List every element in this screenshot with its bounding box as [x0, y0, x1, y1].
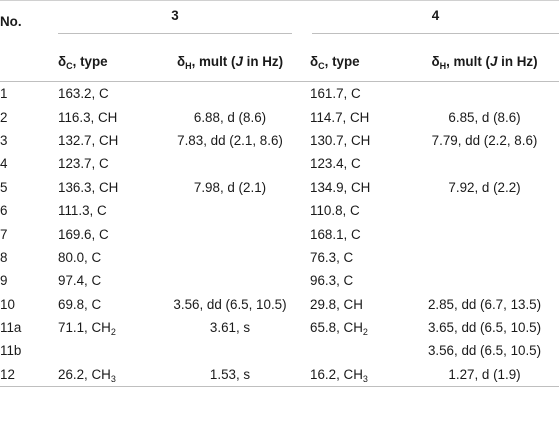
header-row-compounds: No. 3 4 [0, 0, 559, 42]
cell-dh-3: 7.83, dd (2.1, 8.6) [177, 132, 283, 148]
cell-position: 1 [0, 86, 8, 102]
cell-dc-3: 169.6, C [58, 226, 109, 242]
table-body: 1 163.2, C 161.7, C 2 116.3, CH 6.88, d (8.6)… [0, 82, 559, 387]
cell-dh-3 [150, 152, 310, 175]
cell-dc-4: 65.8, CH2 [310, 320, 368, 338]
header-empty [0, 41, 58, 82]
cell-dc-3: 132.7, CH [58, 132, 119, 148]
cell-dc-4: 29.8, CH [310, 296, 363, 312]
cell-dh-4 [410, 82, 559, 106]
cell-dc-4: 76.3, C [310, 249, 354, 265]
cell-dc-3: 26.2, CH3 [58, 366, 116, 384]
cell-dh-4 [410, 222, 559, 245]
cell-position: 11b [0, 343, 22, 359]
cell-dh-3: 3.61, s [209, 320, 251, 336]
header-dh-4: δH, mult (J in Hz) [431, 53, 538, 71]
cell-dh-4: 1.27, d (1.9) [448, 366, 521, 382]
header-no: No. [0, 13, 22, 29]
cell-dc-4: 110.8, C [310, 203, 360, 219]
cell-position: 3 [0, 132, 8, 148]
compound-3-label: 3 [171, 8, 179, 23]
cell-dc-4: 16.2, CH3 [310, 366, 368, 384]
cell-dc-3: 80.0, C [58, 249, 102, 265]
cell-dh-3 [150, 269, 310, 292]
table-row: 8 80.0, C 76.3, C [0, 246, 559, 269]
table-row: 6 111.3, C 110.8, C [0, 199, 559, 222]
cell-dh-4 [410, 246, 559, 269]
cell-dh-4: 7.79, dd (2.2, 8.6) [431, 132, 538, 148]
compound-4-label: 4 [431, 8, 440, 23]
header-compound-4: 4 [310, 1, 559, 42]
table-row: 11b 3.56, dd (6.5, 10.5) [0, 339, 559, 362]
cell-dc-3: 97.4, C [58, 273, 102, 289]
cell-position: 7 [0, 226, 8, 242]
cell-dc-3: 123.7, C [58, 156, 109, 172]
cell-dc-4: 130.7, CH [310, 132, 371, 148]
header-dh-3: δH, mult (J in Hz) [176, 53, 284, 71]
table-row: 4 123.7, C 123.4, C [0, 152, 559, 175]
table-row: 11a 71.1, CH2 3.61, s 65.8, CH2 3.65, dd (6.… [0, 316, 559, 339]
cell-dh-3: 6.88, d (8.6) [193, 109, 267, 125]
cell-dh-4 [410, 269, 559, 292]
cell-position: 6 [0, 203, 8, 219]
header-dc-4: δC, type [310, 53, 360, 71]
cell-dh-3 [150, 82, 310, 106]
cell-dc-3 [58, 339, 150, 362]
cell-dh-3 [150, 339, 310, 362]
table-row: 3 132.7, CH 7.83, dd (2.1, 8.6) 130.7, CH 7.… [0, 129, 559, 152]
cell-position: 12 [0, 366, 15, 382]
cell-dc-4 [310, 339, 410, 362]
table-row: 9 97.4, C 96.3, C [0, 269, 559, 292]
cell-position: 2 [0, 109, 8, 125]
nmr-data-table: No. 3 4 δC, type δH, mult (J in Hz) δC, … [0, 0, 559, 387]
table-row: 10 69.8, C 3.56, dd (6.5, 10.5) 29.8, CH 2.8… [0, 293, 559, 316]
cell-dh-4: 6.85, d (8.6) [448, 109, 521, 125]
cell-dc-4: 114.7, CH [310, 109, 370, 125]
cell-dh-3: 3.56, dd (6.5, 10.5) [173, 296, 287, 312]
cell-position: 5 [0, 179, 8, 195]
cell-dh-3 [150, 199, 310, 222]
cell-position: 8 [0, 249, 8, 265]
cell-position: 11a [0, 320, 22, 336]
cell-position: 4 [0, 156, 8, 172]
table-row: 7 169.6, C 168.1, C [0, 222, 559, 245]
cell-dh-4: 3.56, dd (6.5, 10.5) [427, 343, 542, 359]
cell-dc-4: 168.1, C [310, 226, 361, 242]
table-row: 5 136.3, CH 7.98, d (2.1) 134.9, CH 7.92, d … [0, 176, 559, 199]
cell-dc-3: 69.8, C [58, 296, 102, 312]
table-row: 2 116.3, CH 6.88, d (8.6) 114.7, CH 6.85, d … [0, 105, 559, 128]
cell-dh-4: 3.65, dd (6.5, 10.5) [427, 320, 542, 336]
cell-dh-4 [410, 152, 559, 175]
cell-dc-3: 136.3, CH [58, 179, 119, 195]
cell-dc-4: 123.4, C [310, 156, 361, 172]
cell-dc-3: 163.2, C [58, 86, 109, 102]
cell-dc-4: 161.7, C [310, 86, 361, 102]
cell-dh-3 [150, 222, 310, 245]
table-row: 1 163.2, C 161.7, C [0, 82, 559, 106]
cell-position: 10 [0, 296, 15, 312]
cell-position: 9 [0, 273, 8, 289]
cell-dh-4 [410, 199, 559, 222]
cell-dc-3: 116.3, CH [58, 109, 118, 125]
cell-dc-4: 134.9, CH [310, 179, 371, 195]
table-row: 12 26.2, CH3 1.53, s 16.2, CH3 1.27, d (1.9) [0, 363, 559, 387]
cell-dc-3: 71.1, CH2 [58, 320, 116, 338]
cell-dc-4: 96.3, C [310, 273, 354, 289]
cell-dh-4: 7.92, d (2.2) [448, 179, 521, 195]
cell-dc-3: 111.3, C [58, 203, 107, 219]
cell-dh-3: 7.98, d (2.1) [193, 179, 267, 195]
header-compound-3: 3 [58, 1, 310, 42]
cell-dh-4: 2.85, dd (6.7, 13.5) [427, 296, 542, 312]
header-dc-3: δC, type [58, 53, 108, 71]
cell-dh-3 [150, 246, 310, 269]
header-row-columns: δC, type δH, mult (J in Hz) δC, type δH,… [0, 41, 559, 82]
cell-dh-3: 1.53, s [209, 366, 251, 382]
